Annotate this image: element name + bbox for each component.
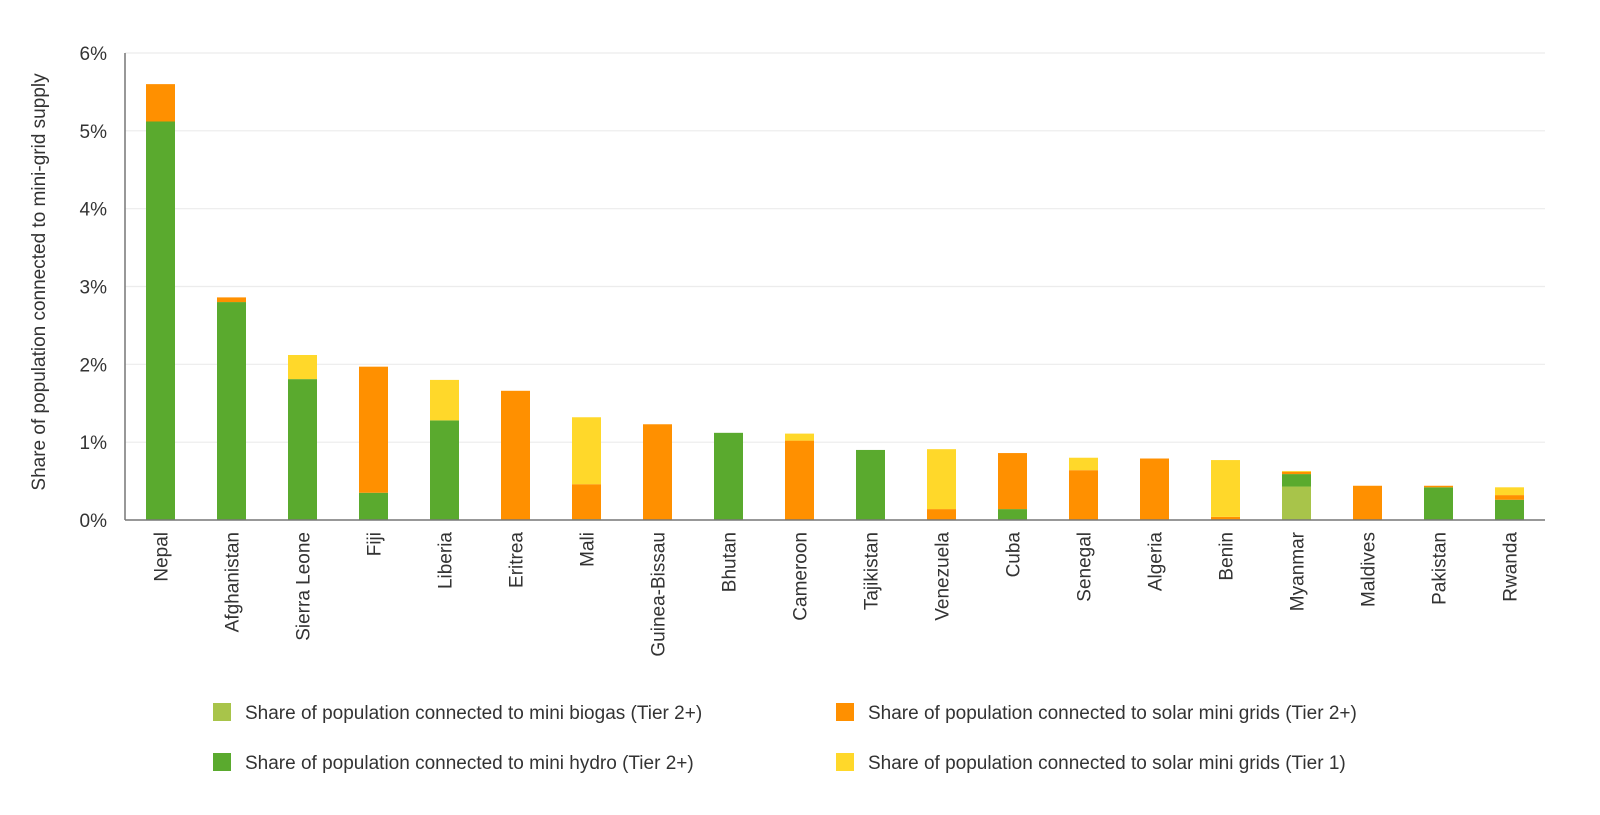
bar-segment [572,484,601,520]
bar-segment [998,509,1027,520]
x-tick-label: Eritrea [507,532,528,588]
bar-segment [785,433,814,441]
legend-label: Share of population connected to mini bi… [245,703,702,724]
x-tick-label: Benin [1217,532,1238,581]
y-tick-labels: 0% 1% 2% 3% 4% 5% 6% [80,44,108,532]
legend: Share of population connected to mini bi… [213,703,1357,774]
x-tick-label: Afghanistan [223,532,244,632]
bar-segment [643,424,672,520]
bar-segment [1069,470,1098,520]
bar-segment [1495,495,1524,500]
x-tick-label: Tajikistan [862,532,883,610]
bar-segment [217,297,246,303]
y-tick-label: 0% [80,511,108,532]
bar-segment [1282,486,1311,520]
bar-segment [927,449,956,510]
bar-segment [572,417,601,485]
x-tick-label: Myanmar [1288,531,1309,611]
bar-segment [1353,485,1382,520]
bar-segment [1282,471,1311,475]
x-tick-label: Liberia [436,532,457,589]
x-tick-label: Nepal [152,532,173,582]
legend-swatch [213,703,231,721]
y-axis-label: Share of population connected to mini-gr… [29,73,50,491]
bar-segment [1495,499,1524,520]
legend-label: Share of population connected to mini hy… [245,753,694,774]
legend-label: Share of population connected to solar m… [868,753,1346,774]
bar-segment [217,302,246,520]
x-tick-label: Senegal [1075,532,1096,602]
x-tick-label: Pakistan [1430,532,1451,605]
x-tick-label: Fiji [365,532,386,556]
bar-segment [430,379,459,421]
bar-segment [856,449,885,520]
bars [146,84,1524,520]
bar-segment [1069,457,1098,471]
bar-segment [927,509,956,520]
bar-segment [1211,460,1240,517]
x-tick-label: Maldives [1359,532,1380,607]
bar-segment [359,366,388,493]
bar-segment [1424,485,1453,488]
x-tick-label: Algeria [1146,532,1167,592]
bar-segment [288,354,317,380]
y-tick-label: 6% [80,44,108,65]
x-tick-label: Cameroon [791,532,812,621]
legend-swatch [213,753,231,771]
x-tick-label: Mali [578,532,599,567]
legend-swatch [836,703,854,721]
x-tick-label: Bhutan [720,532,741,592]
bar-segment [146,84,175,122]
x-tick-label: Guinea-Bissau [649,532,670,657]
bar-segment [1282,470,1311,472]
bar-segment [501,390,530,520]
y-tick-label: 2% [80,355,108,376]
legend-swatch [836,753,854,771]
bar-segment [430,420,459,520]
gridlines [125,52,1545,443]
x-tick-label: Cuba [1004,532,1025,578]
bar-segment [1211,516,1240,520]
bar-segment [1424,487,1453,520]
bar-segment [785,440,814,520]
bar-segment [714,432,743,520]
bar-segment [359,492,388,520]
bar-segment [1282,474,1311,487]
x-tick-label: Sierra Leone [294,532,315,641]
legend-label: Share of population connected to solar m… [868,703,1357,724]
bar-segment [1495,487,1524,496]
x-tick-label: Venezuela [933,532,954,621]
y-tick-label: 3% [80,278,108,299]
y-tick-label: 5% [80,122,108,143]
x-tick-labels: Nepal Afghanistan Sierra Leone Fiji Liberia E… [152,531,1522,656]
bar-segment [1140,458,1169,520]
bar-segment [288,379,317,520]
y-tick-label: 4% [80,200,108,221]
bar-segment [998,453,1027,510]
x-tick-label: Rwanda [1501,532,1522,602]
y-tick-label: 1% [80,433,108,454]
bar-segment [146,121,175,520]
